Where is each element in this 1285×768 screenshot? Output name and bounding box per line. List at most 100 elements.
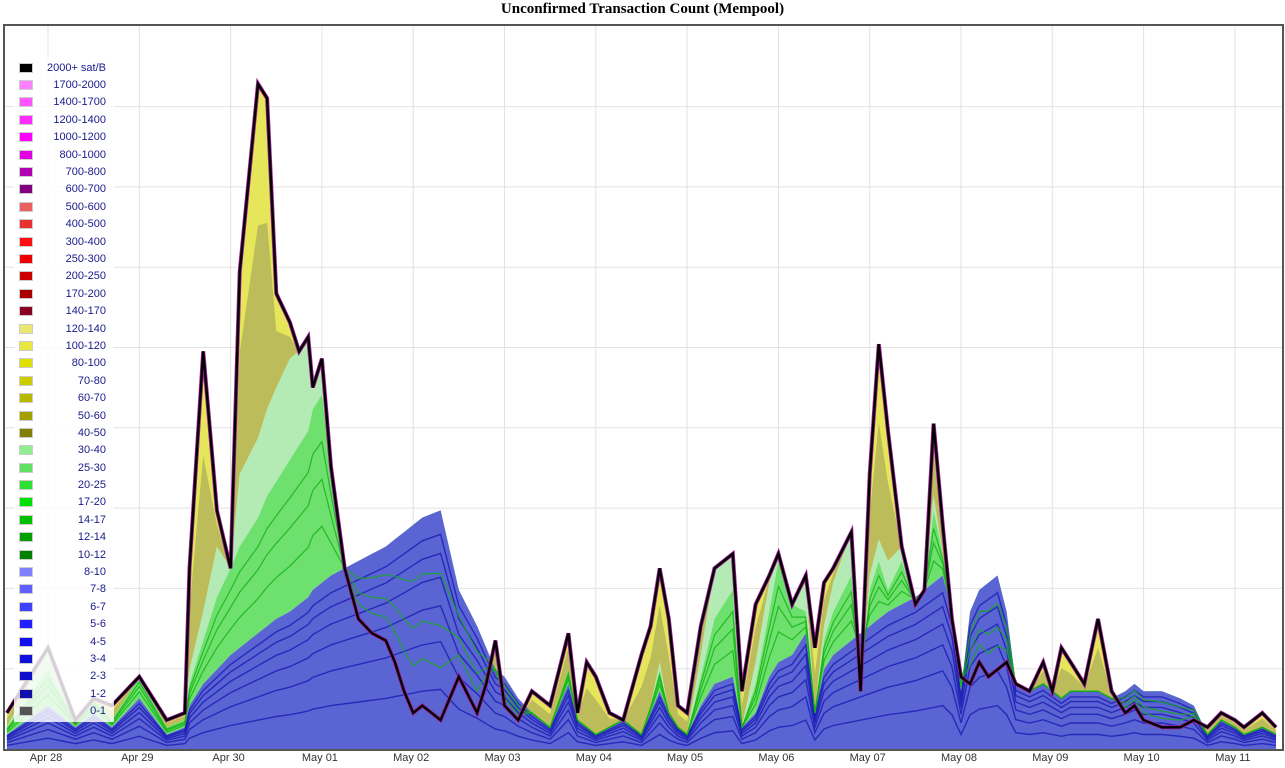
- legend-label: 500-600: [65, 200, 106, 213]
- series-line-blue: [6, 604, 1277, 742]
- legend-swatch-icon: [19, 514, 33, 525]
- top-outline: [5, 80, 1277, 729]
- legend-label: 4-5: [90, 635, 106, 648]
- legend-swatch-icon: [19, 97, 33, 108]
- legend-swatch-icon: [19, 80, 33, 91]
- legend-swatch-icon: [19, 323, 33, 334]
- legend-swatch-icon: [19, 167, 33, 178]
- x-tick-label: May 11: [1215, 752, 1251, 764]
- legend-item[interactable]: 25-30: [14, 459, 114, 476]
- legend-item[interactable]: 3-4: [14, 650, 114, 667]
- legend-item[interactable]: 8-10: [14, 563, 114, 580]
- legend-label: 14-17: [77, 513, 106, 526]
- legend-swatch-icon: [19, 132, 33, 143]
- legend-label: 3-4: [90, 652, 106, 665]
- legend-label: 170-200: [65, 287, 106, 300]
- legend-item[interactable]: 500-600: [14, 198, 114, 215]
- area-green: [6, 394, 1276, 735]
- legend-swatch-icon: [19, 653, 33, 664]
- legend-swatch-icon: [19, 619, 33, 630]
- legend-swatch-icon: [19, 584, 33, 595]
- legend-item[interactable]: 12-14: [14, 529, 114, 546]
- legend-item[interactable]: 400-500: [14, 216, 114, 233]
- legend-item[interactable]: 600-700: [14, 181, 114, 198]
- legend-label: 300-400: [65, 235, 106, 248]
- legend-item[interactable]: 6-7: [14, 598, 114, 615]
- legend-item[interactable]: 17-20: [14, 494, 114, 511]
- legend-label: 400-500: [65, 218, 106, 231]
- legend-item[interactable]: 20-25: [14, 476, 114, 493]
- legend-item[interactable]: 1-2: [14, 685, 114, 702]
- legend-item[interactable]: 80-100: [14, 355, 114, 372]
- legend-label: 600-700: [65, 183, 106, 196]
- legend-swatch-icon: [19, 480, 33, 491]
- legend-swatch-icon: [19, 497, 33, 508]
- legend-swatch-icon: [19, 219, 33, 230]
- legend-item[interactable]: 1000-1200: [14, 129, 114, 146]
- legend-item[interactable]: 250-300: [14, 250, 114, 267]
- legend-swatch-icon: [19, 149, 33, 160]
- legend-label: 70-80: [77, 374, 106, 387]
- legend-item[interactable]: 2-3: [14, 668, 114, 685]
- legend-label: 20-25: [77, 479, 106, 492]
- legend-item[interactable]: 50-60: [14, 407, 114, 424]
- legend-label: 200-250: [65, 270, 106, 283]
- legend-label: 8-10: [83, 566, 106, 579]
- legend-label: 2000+ sat/B: [46, 61, 106, 74]
- legend-item[interactable]: 5-6: [14, 616, 114, 633]
- legend-swatch-icon: [19, 688, 33, 699]
- legend-swatch-icon: [19, 271, 33, 282]
- legend-item[interactable]: 700-800: [14, 163, 114, 180]
- legend-item[interactable]: 800-1000: [14, 146, 114, 163]
- legend-label: 60-70: [77, 392, 106, 405]
- plot-area: 2000+ sat/B 1700-2000 1400-1700 1200-1400 10…: [3, 24, 1284, 751]
- x-tick-label: May 07: [849, 752, 886, 764]
- legend-item[interactable]: 0-1: [14, 702, 114, 719]
- legend-item[interactable]: 1400-1700: [14, 94, 114, 111]
- legend-swatch-icon: [19, 201, 33, 212]
- legend-item[interactable]: 70-80: [14, 372, 114, 389]
- legend-swatch-icon: [19, 340, 33, 351]
- legend-label: 0-1: [90, 705, 106, 718]
- legend-label: 50-60: [77, 409, 106, 422]
- series-line-blue: [6, 552, 1277, 739]
- legend-swatch-icon: [19, 114, 33, 125]
- x-axis-labels: Apr 28 Apr 29 Apr 30 May 01 May 02 May 03 May …: [0, 752, 1285, 768]
- legend: 2000+ sat/B 1700-2000 1400-1700 1200-1400 10…: [14, 57, 114, 722]
- stacked-area-chart: [5, 26, 1282, 749]
- legend-item[interactable]: 40-50: [14, 424, 114, 441]
- legend-swatch-icon: [19, 567, 33, 578]
- legend-item[interactable]: 30-40: [14, 442, 114, 459]
- legend-swatch-icon: [19, 445, 33, 456]
- legend-label: 30-40: [77, 444, 106, 457]
- legend-item[interactable]: 10-12: [14, 546, 114, 563]
- legend-item[interactable]: 2000+ sat/B: [14, 59, 114, 76]
- legend-label: 1-2: [90, 687, 106, 700]
- series-line-blue: [6, 576, 1277, 740]
- legend-label: 100-120: [65, 339, 106, 352]
- x-tick-label: May 06: [758, 752, 795, 764]
- legend-item[interactable]: 140-170: [14, 302, 114, 319]
- legend-item[interactable]: 14-17: [14, 511, 114, 528]
- legend-label: 7-8: [90, 583, 106, 596]
- legend-item[interactable]: 170-200: [14, 285, 114, 302]
- legend-item[interactable]: 300-400: [14, 233, 114, 250]
- series-line-blue: [6, 640, 1277, 744]
- legend-label: 700-800: [65, 166, 106, 179]
- legend-item[interactable]: 60-70: [14, 389, 114, 406]
- legend-swatch-icon: [19, 236, 33, 247]
- legend-swatch-icon: [19, 393, 33, 404]
- legend-item[interactable]: 120-140: [14, 320, 114, 337]
- legend-item[interactable]: 1700-2000: [14, 76, 114, 93]
- legend-item[interactable]: 200-250: [14, 268, 114, 285]
- legend-item[interactable]: 7-8: [14, 581, 114, 598]
- legend-swatch-icon: [19, 358, 33, 369]
- legend-item[interactable]: 1200-1400: [14, 111, 114, 128]
- x-tick-label: May 03: [484, 752, 521, 764]
- legend-swatch-icon: [19, 427, 33, 438]
- legend-item[interactable]: 4-5: [14, 633, 114, 650]
- legend-item[interactable]: 100-120: [14, 337, 114, 354]
- x-tick-label: Apr 29: [121, 752, 154, 764]
- x-tick-label: May 05: [667, 752, 704, 764]
- x-tick-label: May 02: [393, 752, 430, 764]
